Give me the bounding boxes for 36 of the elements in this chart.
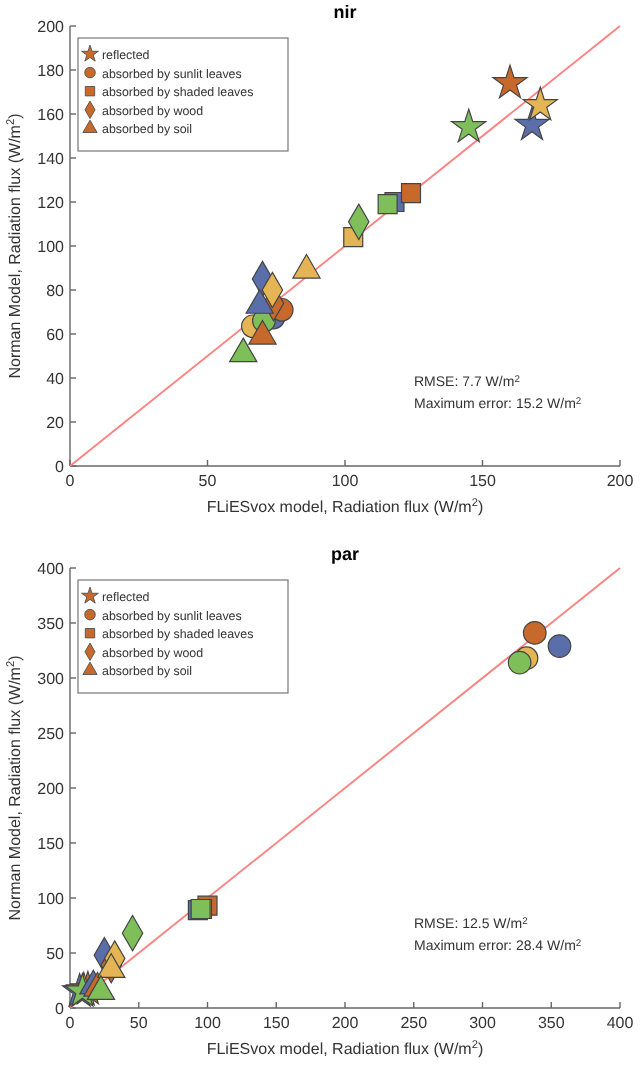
y-tick-label: 350 [37,615,66,633]
x-tick-label: 400 [606,1014,635,1032]
x-tick-label: 250 [400,1014,429,1032]
y-tick-label: 40 [46,370,66,388]
y-tick-label: 80 [46,282,66,300]
y-tick-label: 200 [37,18,66,36]
x-tick-label: 150 [262,1014,291,1032]
y-tick-label: 60 [46,326,66,344]
x-tick-label: 300 [469,1014,497,1032]
chart-title: nir [333,2,358,22]
y-tick-label: 0 [55,458,66,476]
x-tick-label: 100 [331,472,360,490]
y-tick-label: 50 [46,945,66,963]
y-tick-label: 120 [37,194,66,212]
x-tick-label: 50 [198,472,218,490]
y-tick-label: 100 [37,890,66,908]
y-tick-label: 200 [37,780,66,798]
x-tick-label: 50 [129,1014,149,1032]
y-tick-label: 160 [37,106,66,124]
x-tick-label: 200 [606,472,635,490]
y-tick-label: 100 [37,238,66,256]
y-tick-label: 150 [37,835,66,853]
y-tick-label: 0 [55,1000,66,1018]
x-tick-label: 100 [194,1014,222,1032]
chart-title: par [330,544,360,564]
y-tick-label: 180 [37,62,66,80]
y-tick-label: 140 [37,150,66,168]
x-tick-label: 150 [469,472,497,490]
x-axis-title: FLiESvox model, Radiation flux (W/m$^{2}$) [206,1040,484,1058]
y-tick-label: 300 [37,670,66,688]
y-tick-label: 250 [37,725,66,743]
y-tick-label: 20 [46,414,66,432]
x-tick-label: 200 [331,1014,360,1032]
x-tick-label: 350 [537,1014,566,1032]
x-axis-title: FLiESvox model, Radiation flux (W/m$^{2}$) [206,498,484,516]
y-tick-label: 400 [37,560,66,578]
